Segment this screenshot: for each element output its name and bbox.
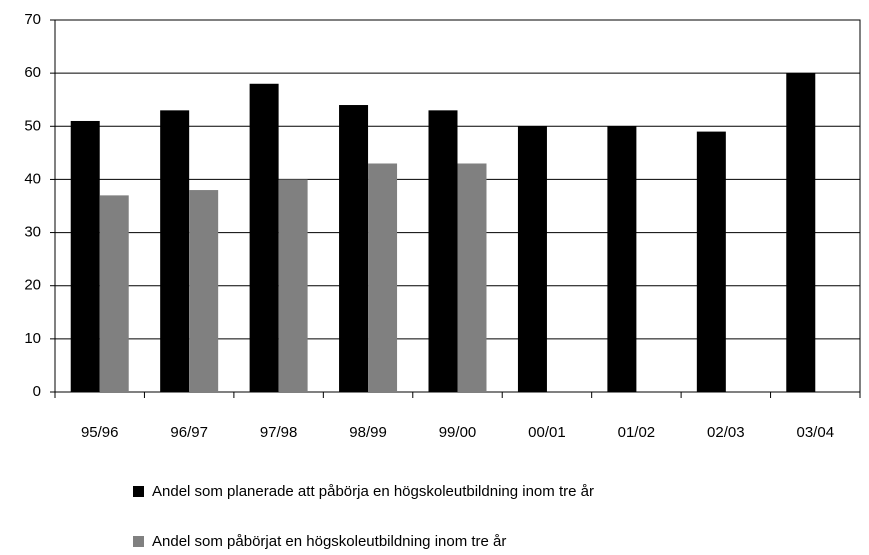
x-tick-label: 97/98 <box>260 424 298 441</box>
y-tick-label: 30 <box>24 224 41 241</box>
legend-swatch <box>133 536 144 547</box>
x-tick-label: 02/03 <box>707 424 745 441</box>
x-tick-label: 00/01 <box>528 424 566 441</box>
bar <box>99 195 129 392</box>
bar <box>517 126 547 393</box>
y-tick-label: 60 <box>24 64 41 81</box>
legend-label: Andel som påbörjat en högskoleutbildning… <box>152 533 506 550</box>
bar <box>786 73 816 393</box>
bar <box>457 163 487 392</box>
bar <box>278 179 308 392</box>
y-tick-label: 40 <box>24 170 41 187</box>
bar <box>249 83 279 393</box>
bar <box>70 120 100 392</box>
bar <box>368 163 398 392</box>
bar <box>160 110 190 392</box>
bar <box>428 110 458 392</box>
x-tick-label: 95/96 <box>81 424 119 441</box>
x-tick-label: 96/97 <box>170 424 208 441</box>
x-tick-label: 98/99 <box>349 424 387 441</box>
y-tick-label: 0 <box>33 383 41 400</box>
bar <box>696 131 726 392</box>
x-tick-label: 03/04 <box>797 424 835 441</box>
legend-label: Andel som planerade att påbörja en högsk… <box>152 483 594 500</box>
x-tick-label: 01/02 <box>618 424 656 441</box>
y-tick-label: 70 <box>24 11 41 28</box>
bar <box>189 190 219 392</box>
x-tick-label: 99/00 <box>439 424 477 441</box>
y-tick-label: 20 <box>24 277 41 294</box>
bar <box>339 105 369 393</box>
legend-swatch <box>133 486 144 497</box>
y-tick-label: 50 <box>24 117 41 134</box>
y-tick-label: 10 <box>24 330 41 347</box>
bar <box>607 126 637 393</box>
